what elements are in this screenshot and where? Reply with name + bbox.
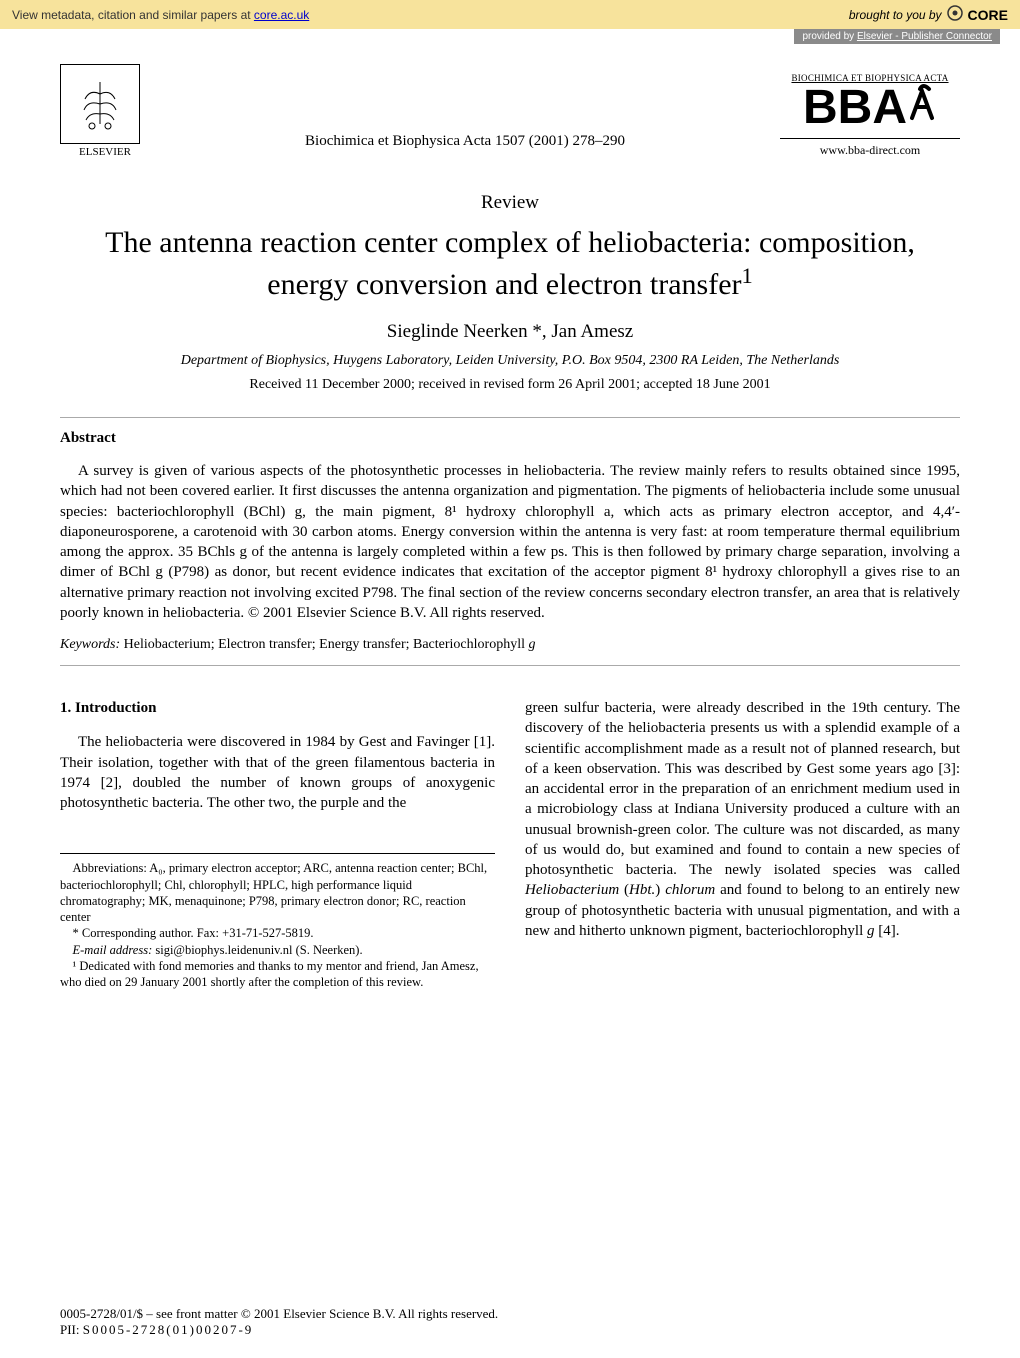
email-label: E-mail address:	[73, 943, 153, 957]
core-link[interactable]: core.ac.uk	[254, 8, 309, 22]
elsevier-tree-icon	[60, 64, 140, 144]
provided-by-bar: provided by Elsevier - Publisher Connect…	[794, 29, 1000, 44]
provided-prefix: provided by	[802, 31, 856, 42]
body-columns: 1. Introduction The heliobacteria were d…	[0, 678, 1020, 990]
separator-rule	[60, 417, 960, 418]
intro-para-right: green sulfur bacteria, were already desc…	[525, 698, 960, 941]
provided-link[interactable]: Elsevier - Publisher Connector	[857, 31, 992, 42]
title-line2: energy conversion and electron transfer	[267, 268, 741, 301]
abstract-text: A survey is given of various aspects of …	[60, 461, 960, 623]
core-right-prefix: brought to you by	[849, 8, 942, 22]
bba-logo-block: BIOCHIMICA ET BIOPHYSICA ACTA BBA www.bb…	[780, 73, 960, 158]
title-sup: 1	[742, 263, 753, 288]
header-row: ELSEVIER Biochimica et Biophysica Acta 1…	[0, 44, 1020, 168]
core-logo-text: CORE	[968, 7, 1008, 23]
keywords-text: Heliobacterium; Electron transfer; Energ…	[124, 637, 536, 652]
right-column: green sulfur bacteria, were already desc…	[525, 698, 960, 990]
elsevier-logo: ELSEVIER	[60, 64, 150, 158]
journal-reference: Biochimica et Biophysica Acta 1507 (2001…	[150, 133, 780, 158]
footnote-email: E-mail address: sigi@biophys.leidenuniv.…	[60, 942, 495, 958]
abstract-block: Abstract A survey is given of various as…	[0, 430, 1020, 623]
footnote-dedication: ¹ Dedicated with fond memories and thank…	[60, 958, 495, 991]
authors: Sieglinde Neerken *, Jan Amesz	[0, 321, 1020, 343]
footnotes: Abbreviations: A₀, primary electron acce…	[60, 853, 495, 990]
title-line1: The antenna reaction center complex of h…	[105, 226, 915, 259]
core-banner-left: View metadata, citation and similar pape…	[12, 8, 309, 22]
bba-url: www.bba-direct.com	[780, 143, 960, 158]
separator-rule-2	[60, 665, 960, 666]
core-banner: View metadata, citation and similar pape…	[0, 0, 1020, 29]
footnote-abbrev: Abbreviations: A₀, primary electron acce…	[60, 860, 495, 925]
bba-logo: BBA	[780, 83, 960, 139]
footer-pii: PII: S0005-2728(01)00207-9	[60, 1322, 498, 1338]
page-footer: 0005-2728/01/$ – see front matter © 2001…	[60, 1306, 498, 1338]
abstract-heading: Abstract	[60, 430, 960, 447]
keywords-label: Keywords:	[60, 637, 120, 652]
dates: Received 11 December 2000; received in r…	[0, 377, 1020, 393]
core-banner-right: brought to you by CORE	[849, 4, 1008, 25]
article-type: Review	[0, 192, 1020, 214]
core-left-prefix: View metadata, citation and similar pape…	[12, 8, 254, 22]
intro-para-left: The heliobacteria were discovered in 198…	[60, 732, 495, 813]
footnote-corr: * Corresponding author. Fax: +31-71-527-…	[60, 925, 495, 941]
affiliation: Department of Biophysics, Huygens Labora…	[0, 353, 1020, 369]
email-value: sigi@biophys.leidenuniv.nl (S. Neerken).	[155, 943, 362, 957]
intro-heading: 1. Introduction	[60, 698, 495, 718]
left-column: 1. Introduction The heliobacteria were d…	[60, 698, 495, 990]
core-logo-icon	[946, 4, 964, 25]
article-title: The antenna reaction center complex of h…	[0, 224, 1020, 303]
elsevier-text: ELSEVIER	[60, 146, 150, 158]
footer-copyright: 0005-2728/01/$ – see front matter © 2001…	[60, 1306, 498, 1322]
keywords: Keywords: Heliobacterium; Electron trans…	[0, 637, 1020, 653]
